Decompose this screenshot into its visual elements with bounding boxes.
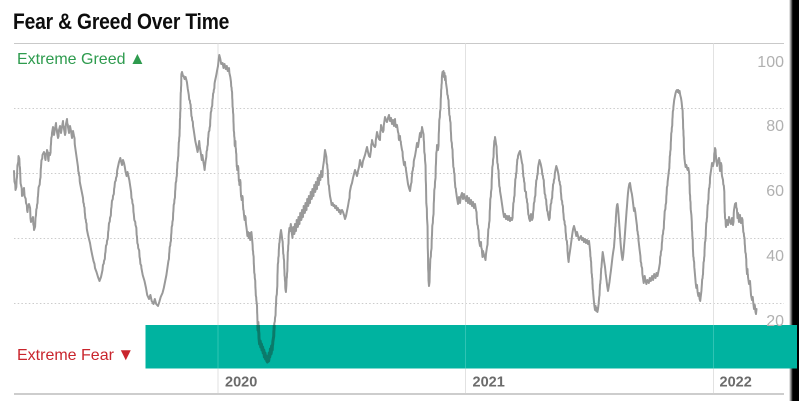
svg-text:100: 100: [757, 54, 784, 71]
svg-text:20: 20: [766, 313, 784, 330]
svg-text:60: 60: [766, 183, 784, 200]
svg-text:2022: 2022: [720, 375, 752, 391]
svg-text:40: 40: [766, 248, 784, 265]
svg-text:2020: 2020: [225, 375, 257, 391]
svg-text:80: 80: [766, 118, 784, 135]
svg-text:2021: 2021: [473, 375, 505, 391]
